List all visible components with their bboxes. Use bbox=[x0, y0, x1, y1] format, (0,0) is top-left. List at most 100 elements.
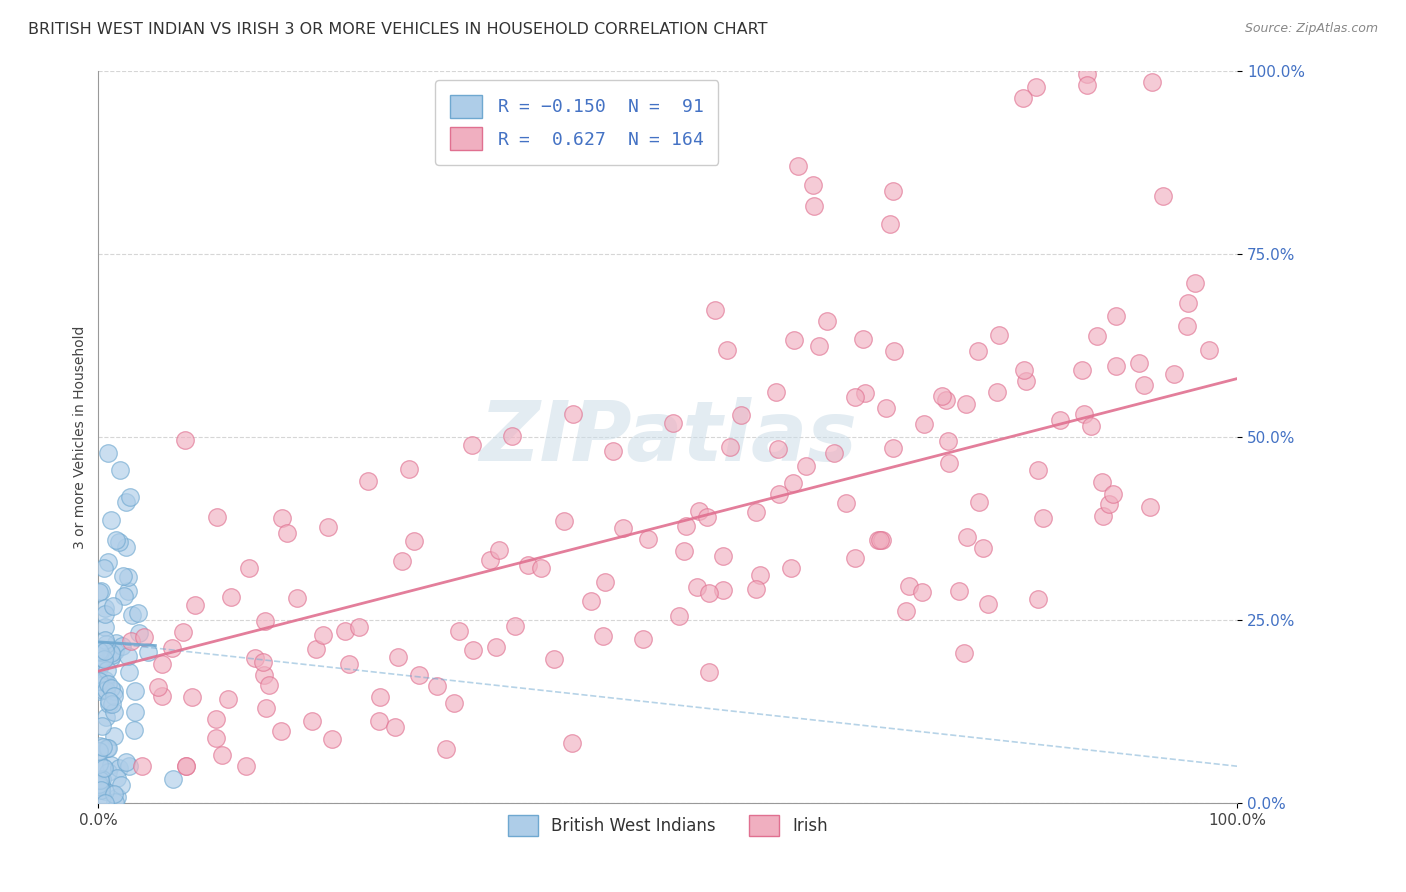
Point bbox=[100, 646, 122, 660]
Point bbox=[936, 434, 959, 448]
Point bbox=[697, 665, 720, 680]
Point bbox=[87, 756, 110, 771]
Point bbox=[104, 644, 127, 658]
Point bbox=[270, 511, 292, 525]
Point bbox=[704, 303, 727, 318]
Point bbox=[97, 555, 120, 569]
Point bbox=[173, 433, 195, 447]
Point bbox=[748, 568, 770, 582]
Point bbox=[93, 607, 115, 622]
Point bbox=[205, 713, 228, 727]
Point bbox=[898, 579, 921, 593]
Point bbox=[91, 740, 114, 755]
Point bbox=[955, 529, 977, 543]
Point bbox=[150, 657, 173, 671]
Point bbox=[768, 442, 790, 456]
Point bbox=[93, 561, 115, 575]
Point bbox=[121, 608, 143, 623]
Point bbox=[94, 796, 117, 810]
Point bbox=[94, 633, 117, 648]
Point bbox=[1032, 510, 1054, 524]
Point bbox=[911, 585, 934, 599]
Point bbox=[672, 544, 695, 558]
Point bbox=[1049, 412, 1071, 426]
Point bbox=[205, 510, 228, 524]
Point bbox=[896, 603, 918, 617]
Point bbox=[94, 676, 117, 690]
Point bbox=[953, 646, 976, 660]
Point bbox=[128, 626, 150, 640]
Point bbox=[1080, 418, 1102, 433]
Point bbox=[1015, 374, 1038, 388]
Point bbox=[801, 178, 824, 193]
Point bbox=[89, 644, 111, 658]
Point bbox=[90, 584, 112, 599]
Point bbox=[136, 645, 159, 659]
Point bbox=[461, 643, 484, 657]
Point bbox=[97, 677, 120, 691]
Point bbox=[211, 747, 233, 762]
Point bbox=[730, 408, 752, 422]
Point bbox=[321, 732, 343, 747]
Text: Source: ZipAtlas.com: Source: ZipAtlas.com bbox=[1244, 22, 1378, 36]
Point bbox=[488, 542, 510, 557]
Point bbox=[1128, 356, 1150, 370]
Point bbox=[782, 475, 804, 490]
Point bbox=[368, 690, 391, 704]
Point bbox=[955, 397, 977, 411]
Point bbox=[97, 764, 120, 779]
Point bbox=[91, 651, 114, 665]
Point bbox=[931, 389, 953, 403]
Point bbox=[93, 601, 115, 615]
Point bbox=[217, 691, 239, 706]
Point bbox=[479, 553, 502, 567]
Point bbox=[301, 714, 323, 729]
Point bbox=[87, 744, 110, 758]
Point bbox=[181, 690, 204, 705]
Point bbox=[1026, 592, 1049, 607]
Point bbox=[304, 642, 326, 657]
Point bbox=[100, 651, 122, 665]
Point bbox=[387, 649, 409, 664]
Point bbox=[105, 790, 128, 805]
Point bbox=[1140, 75, 1163, 89]
Point bbox=[90, 780, 112, 794]
Point bbox=[103, 706, 125, 720]
Point bbox=[631, 632, 654, 646]
Point bbox=[1152, 188, 1174, 202]
Point bbox=[1198, 343, 1220, 357]
Point bbox=[461, 438, 484, 452]
Point bbox=[93, 682, 115, 697]
Point bbox=[357, 475, 380, 489]
Point bbox=[94, 683, 117, 698]
Point bbox=[1184, 277, 1206, 291]
Point bbox=[103, 689, 125, 703]
Point bbox=[718, 441, 741, 455]
Point bbox=[803, 199, 825, 213]
Point bbox=[408, 668, 430, 682]
Point bbox=[384, 720, 406, 734]
Point bbox=[270, 723, 292, 738]
Point bbox=[1133, 377, 1156, 392]
Point bbox=[105, 771, 128, 785]
Point bbox=[367, 714, 389, 728]
Point bbox=[148, 681, 170, 695]
Point bbox=[124, 723, 146, 737]
Point bbox=[765, 384, 787, 399]
Point bbox=[100, 681, 122, 695]
Point bbox=[124, 705, 146, 719]
Point bbox=[711, 549, 734, 563]
Point bbox=[1025, 79, 1047, 94]
Point bbox=[562, 408, 585, 422]
Point bbox=[89, 683, 111, 698]
Point bbox=[398, 462, 420, 476]
Point bbox=[312, 628, 335, 642]
Point bbox=[115, 755, 138, 769]
Point bbox=[815, 314, 838, 328]
Point bbox=[89, 657, 111, 672]
Point bbox=[174, 759, 197, 773]
Point bbox=[882, 441, 904, 455]
Point bbox=[110, 778, 132, 792]
Point bbox=[94, 784, 117, 798]
Point bbox=[505, 618, 527, 632]
